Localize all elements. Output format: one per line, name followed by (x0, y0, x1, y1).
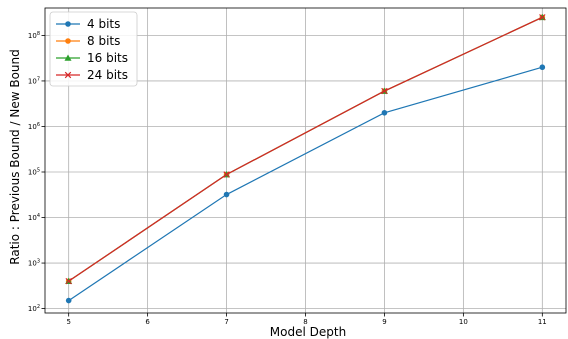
data-point (381, 87, 388, 95)
y-tick-label: 106 (28, 122, 40, 131)
legend-label: 16 bits (87, 51, 128, 65)
legend-label: 4 bits (87, 17, 120, 31)
x-tick-label: 10 (459, 318, 468, 326)
legend-label: 24 bits (87, 68, 128, 82)
grid (45, 8, 566, 313)
legend-frame (49, 11, 138, 87)
data-point (539, 64, 546, 71)
y-tick-label: 104 (28, 213, 40, 222)
y-tick-exponent: 3 (37, 259, 40, 265)
y-tick-base: 10 (28, 123, 37, 131)
x-tick-label: 6 (145, 318, 150, 326)
x-tick-label: 11 (538, 318, 547, 326)
x-tick-label: 8 (303, 318, 307, 326)
series-line (68, 16, 543, 282)
y-tick-label: 105 (28, 167, 40, 176)
plot-frame (44, 7, 567, 314)
data-point (65, 277, 72, 285)
data-point (64, 54, 72, 61)
y-tick-base: 10 (28, 305, 37, 313)
series-24-bits (65, 14, 546, 285)
legend-item: 24 bits (56, 68, 128, 82)
data-point (223, 171, 230, 178)
y-tick-base: 10 (28, 77, 37, 85)
y-tick-exponent: 7 (37, 76, 40, 82)
series-group (65, 13, 546, 304)
x-axis-label: Model Depth (270, 325, 346, 339)
y-tick-label: 108 (28, 31, 40, 40)
legend-item: 4 bits (56, 17, 120, 31)
legend-item: 8 bits (56, 34, 120, 48)
y-tick-label: 107 (28, 76, 40, 85)
y-tick-base: 10 (28, 260, 37, 268)
x-tick-label: 7 (224, 318, 228, 326)
x-axis-ticks: 5 6 7 8 9 10 11 (66, 313, 547, 326)
data-point (65, 21, 71, 27)
y-tick-base: 10 (28, 168, 37, 176)
y-tick-exponent: 6 (37, 122, 40, 128)
y-tick-base: 10 (28, 214, 37, 222)
y-tick-exponent: 5 (37, 167, 40, 173)
legend-item: 16 bits (56, 51, 128, 65)
data-point (223, 191, 230, 198)
series-line (68, 66, 543, 302)
y-tick-base: 10 (28, 32, 37, 40)
x-tick-label: 9 (382, 318, 386, 326)
data-point (64, 71, 72, 79)
legend: 4 bits 8 bits 16 bits 24 bits (49, 11, 138, 87)
y-tick-exponent: 2 (37, 304, 40, 310)
y-tick-label: 103 (28, 259, 40, 268)
y-tick-exponent: 8 (37, 31, 40, 37)
y-tick-label: 102 (28, 304, 40, 313)
legend-label: 8 bits (87, 34, 120, 48)
y-tick-exponent: 4 (37, 213, 40, 219)
x-tick-label: 5 (66, 318, 70, 326)
data-point (65, 297, 72, 304)
data-point (539, 14, 546, 21)
series-4-bits (65, 64, 546, 304)
y-axis-label: Ratio : Previous Bound / New Bound (8, 49, 22, 264)
data-point (65, 38, 71, 44)
data-point (381, 109, 388, 116)
